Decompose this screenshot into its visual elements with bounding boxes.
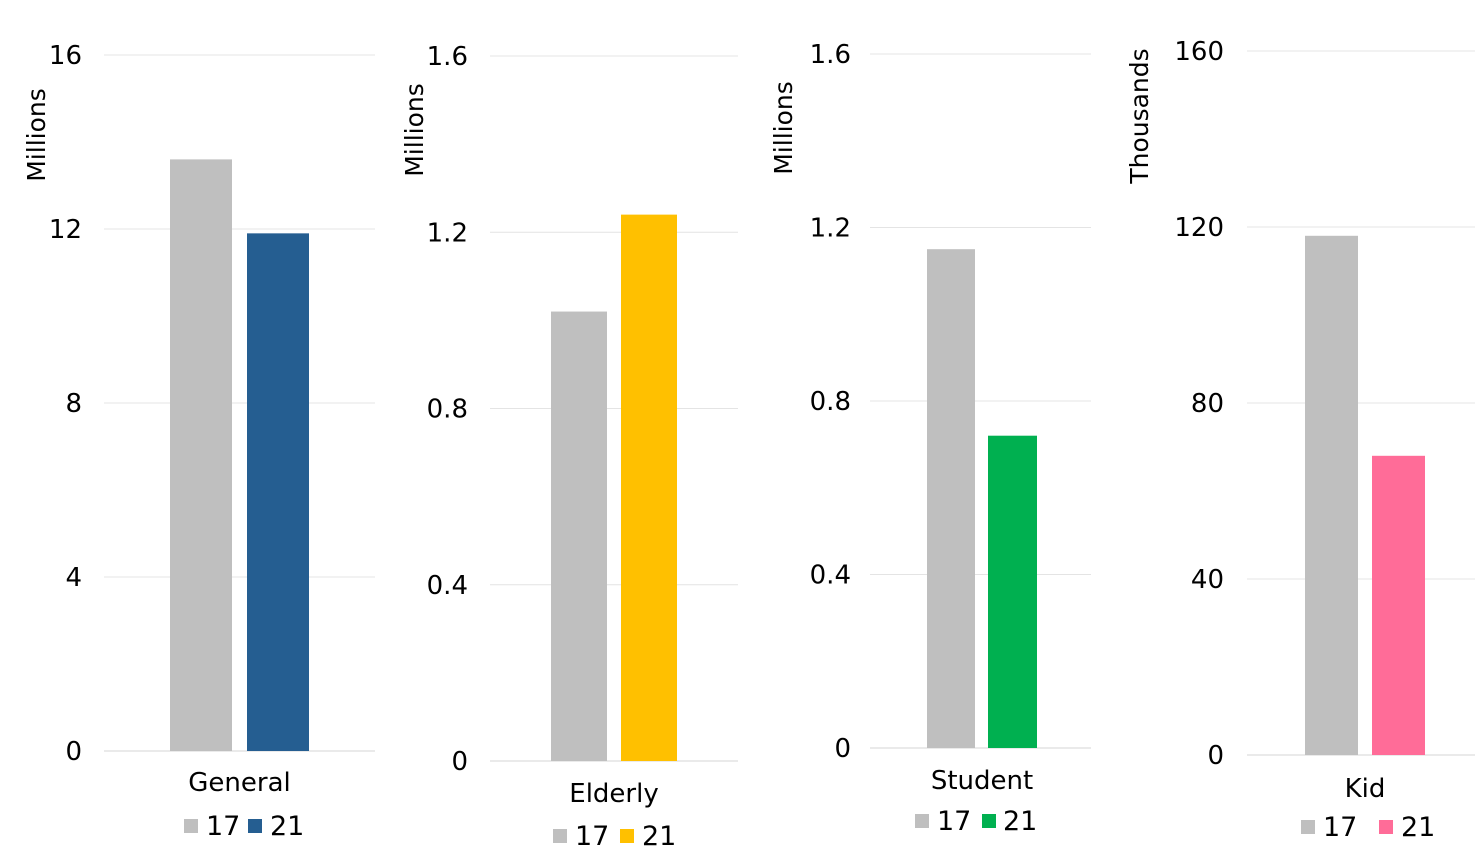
y-tick-label: 120 — [1174, 213, 1224, 243]
y-tick-label: 0 — [65, 737, 82, 767]
bar-21 — [621, 214, 677, 761]
y-tick-label: 0 — [451, 747, 468, 777]
y-tick-label: 0 — [834, 734, 851, 764]
bar-17 — [1305, 235, 1358, 756]
legend-swatch — [248, 819, 262, 833]
legend-label: 17 — [206, 811, 240, 842]
y-tick-label: 8 — [65, 389, 82, 419]
legend-label: 21 — [642, 821, 676, 852]
y-tick-label: 4 — [65, 563, 82, 593]
legend-swatch — [184, 819, 198, 833]
legend-label: 17 — [937, 806, 971, 837]
y-tick-label: 12 — [49, 215, 82, 245]
y-tick-label: 0.8 — [427, 395, 468, 425]
legend-label: 21 — [1003, 806, 1037, 837]
legend-swatch — [915, 814, 929, 828]
y-tick-label: 1.2 — [810, 214, 851, 244]
y-tick-label: 80 — [1191, 389, 1224, 419]
y-tick-label: 1.6 — [810, 40, 851, 70]
y-tick-label: 1.2 — [427, 218, 468, 248]
legend-label: 17 — [1323, 812, 1357, 843]
category-label: Kid — [1345, 774, 1386, 804]
legend-label: 21 — [270, 811, 304, 842]
y-axis-label: Millions — [22, 88, 51, 182]
y-tick-label: 0.8 — [810, 387, 851, 417]
y-tick-label: 0.4 — [810, 561, 851, 591]
category-label: Student — [931, 766, 1033, 796]
y-tick-label: 0 — [1207, 741, 1224, 771]
y-tick-label: 16 — [49, 41, 82, 71]
bar-17 — [170, 159, 232, 751]
legend-swatch — [982, 814, 996, 828]
bar-17 — [927, 249, 975, 748]
bar-21 — [1372, 455, 1425, 755]
legend-swatch — [1301, 820, 1315, 834]
y-axis-label: Thousands — [1125, 48, 1154, 184]
category-label: Elderly — [569, 779, 658, 809]
y-tick-label: 1.6 — [427, 42, 468, 72]
bar-21 — [247, 233, 309, 752]
legend-swatch — [553, 829, 567, 843]
legend-swatch — [1379, 820, 1393, 834]
y-tick-label: 0.4 — [427, 571, 468, 601]
legend-label: 17 — [575, 821, 609, 852]
legend-label: 21 — [1401, 812, 1435, 843]
legend-swatch — [620, 829, 634, 843]
bar-17 — [551, 311, 607, 761]
y-tick-label: 40 — [1191, 565, 1224, 595]
y-axis-label: Millions — [400, 83, 429, 177]
bar-21 — [988, 435, 1037, 748]
category-label: General — [188, 768, 290, 798]
y-axis-label: Millions — [769, 81, 798, 175]
y-tick-label: 160 — [1174, 37, 1224, 67]
